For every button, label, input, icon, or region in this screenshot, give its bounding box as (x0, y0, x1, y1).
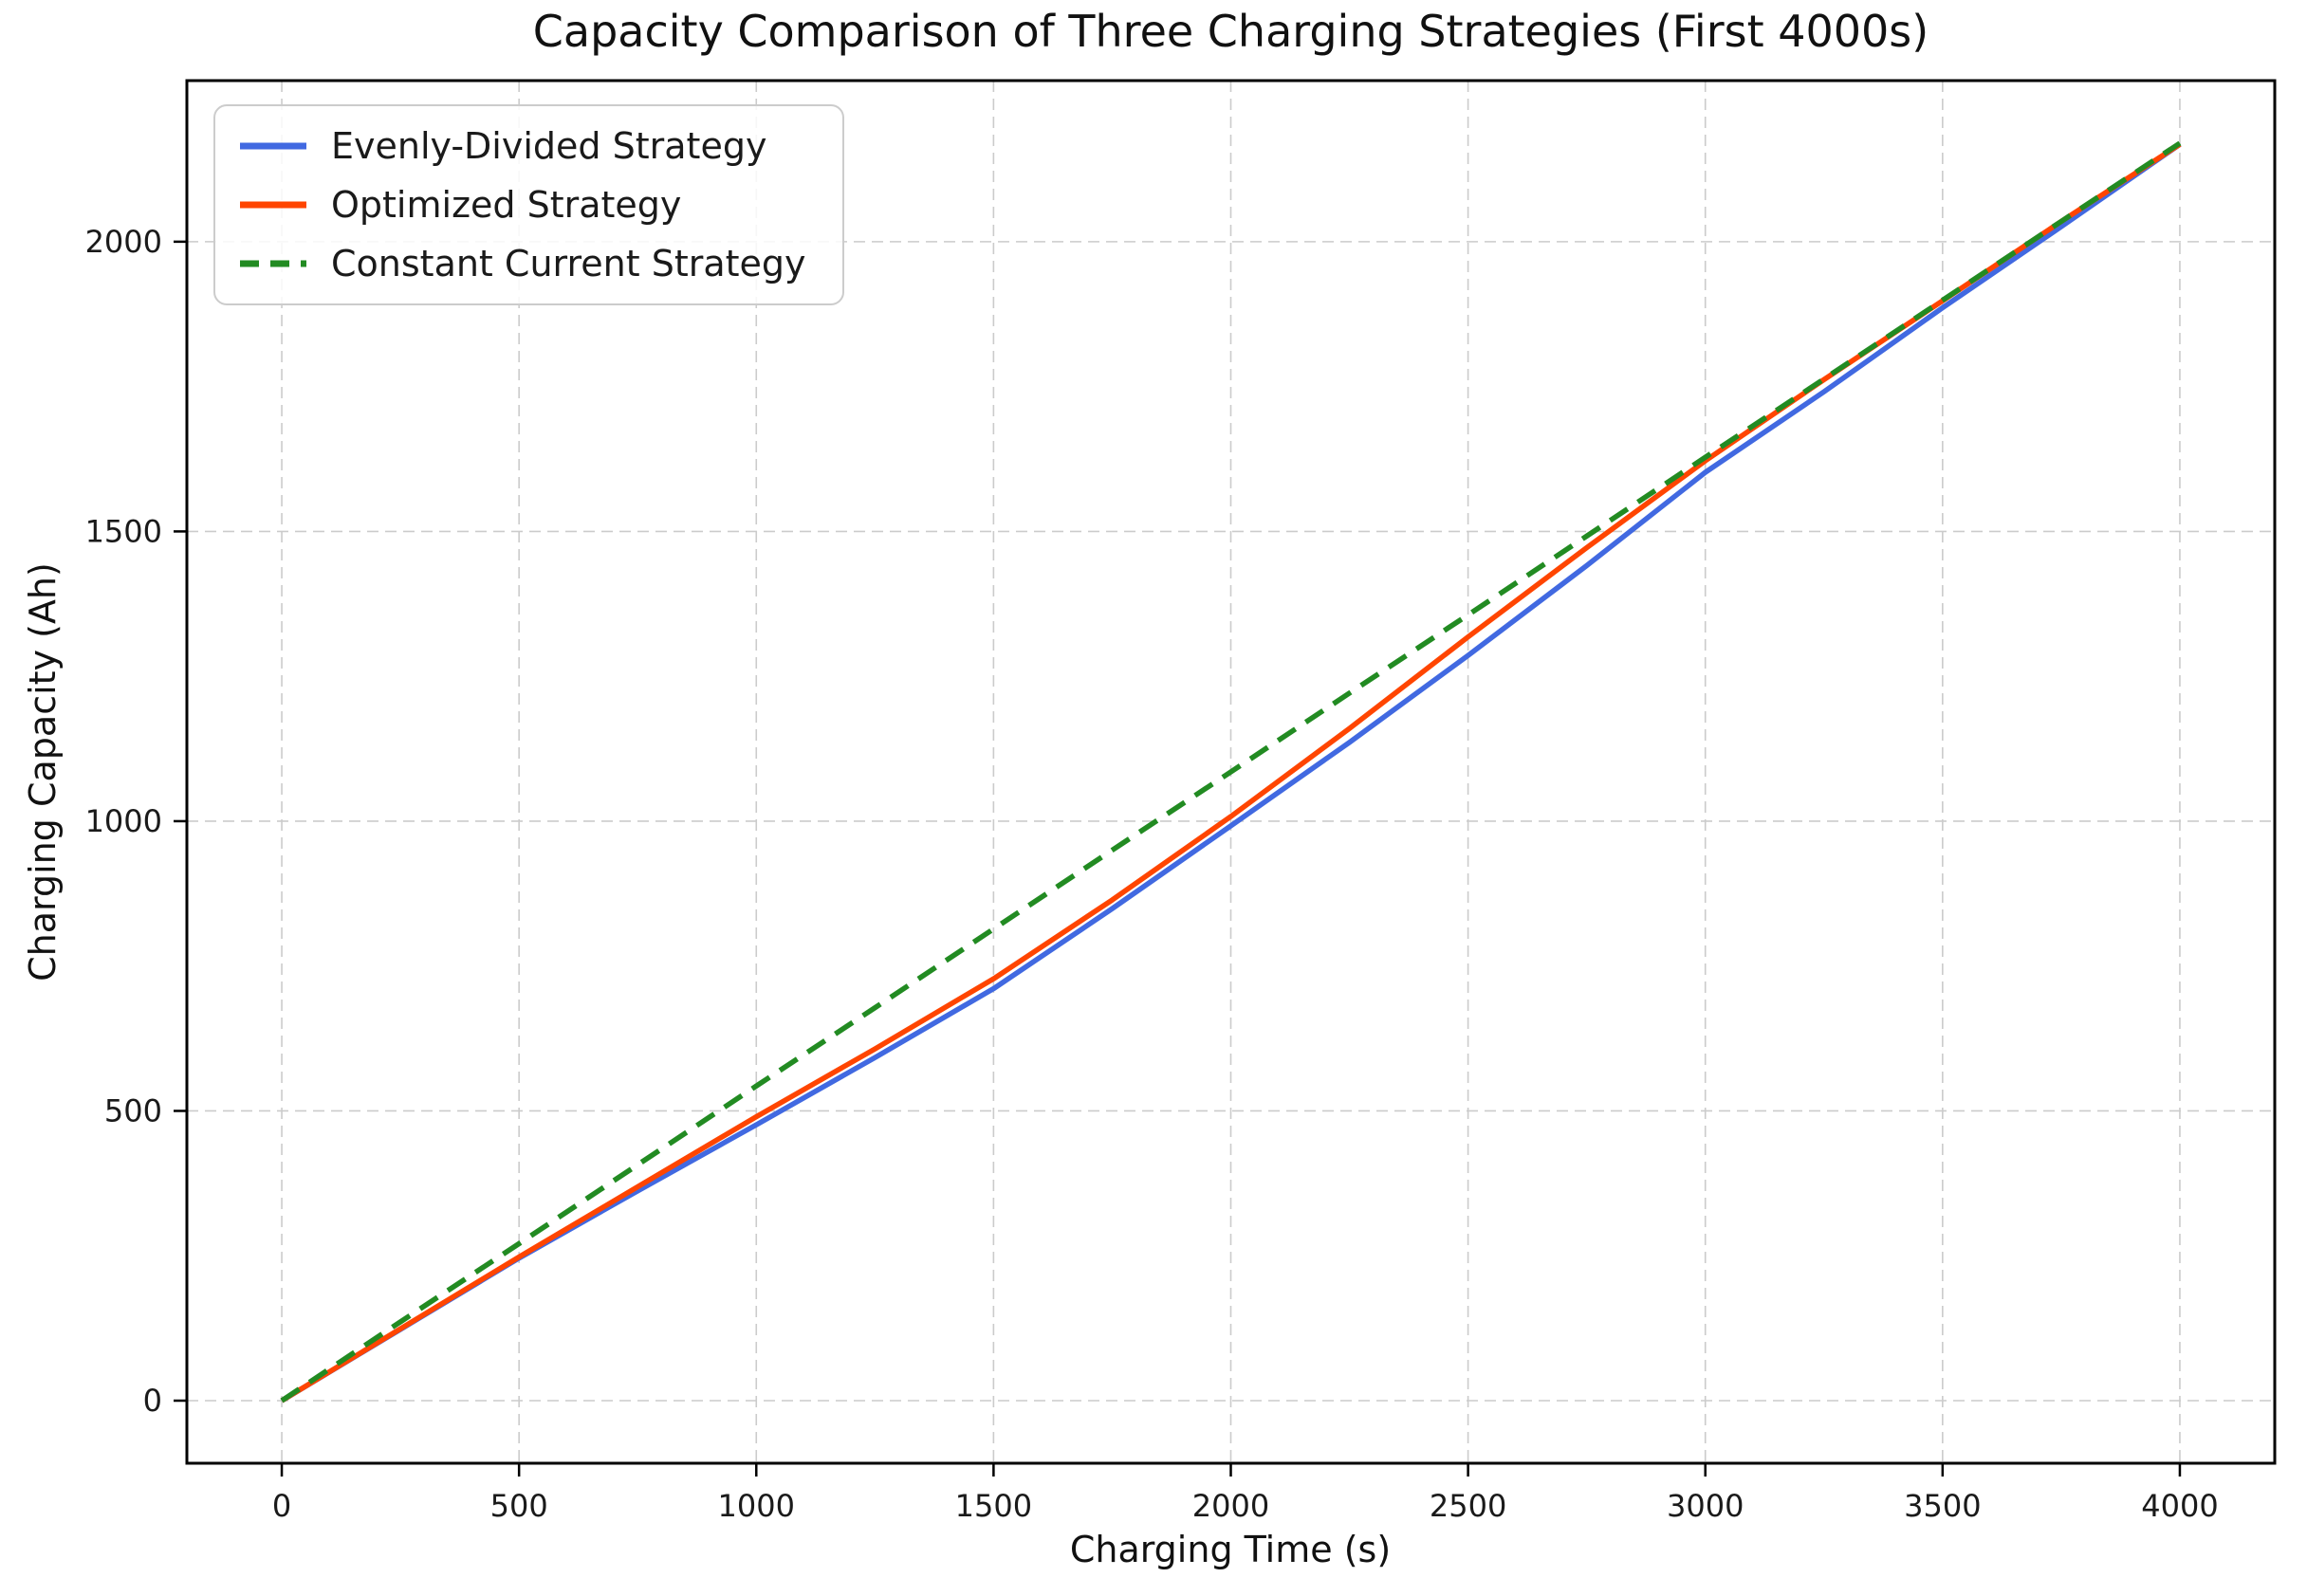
series-line-evenly-divided-strategy (280, 141, 2182, 1403)
legend-item-constant-current: Constant Current Strategy (238, 243, 806, 284)
legend-label: Constant Current Strategy (331, 243, 806, 284)
y-tick-label: 0 (143, 1383, 162, 1419)
legend-item-evenly-divided: Evenly-Divided Strategy (238, 125, 806, 167)
x-axis-label: Charging Time (s) (1069, 1529, 1392, 1570)
x-tick-label: 2000 (1192, 1488, 1269, 1524)
legend: Evenly-Divided Strategy Optimized Strate… (213, 104, 844, 305)
x-tick-label: 2500 (1430, 1488, 1506, 1524)
legend-line-icon (240, 260, 306, 267)
series-line-constant-current-strategy (280, 140, 2182, 1403)
legend-label: Evenly-Divided Strategy (331, 125, 767, 167)
x-tick-label: 0 (272, 1488, 291, 1524)
legend-item-optimized: Optimized Strategy (238, 184, 806, 226)
x-tick-label: 1500 (955, 1488, 1032, 1524)
y-tick-label: 500 (104, 1092, 162, 1128)
x-tick-label: 1000 (718, 1488, 795, 1524)
x-tick-label: 500 (490, 1488, 548, 1524)
y-tick-label: 1000 (85, 803, 162, 839)
y-axis-label: Charging Capacity (Ah) (22, 562, 64, 981)
legend-line-icon (240, 142, 306, 150)
x-tick-label: 3500 (1904, 1488, 1981, 1524)
y-tick-label: 2000 (85, 224, 162, 260)
legend-label: Optimized Strategy (331, 184, 682, 226)
chart-title: Capacity Comparison of Three Charging St… (532, 6, 1929, 57)
legend-line-icon (240, 201, 306, 209)
y-tick-label: 1500 (85, 513, 162, 549)
x-tick-label: 3000 (1667, 1488, 1744, 1524)
x-tick-label: 4000 (2141, 1488, 2218, 1524)
